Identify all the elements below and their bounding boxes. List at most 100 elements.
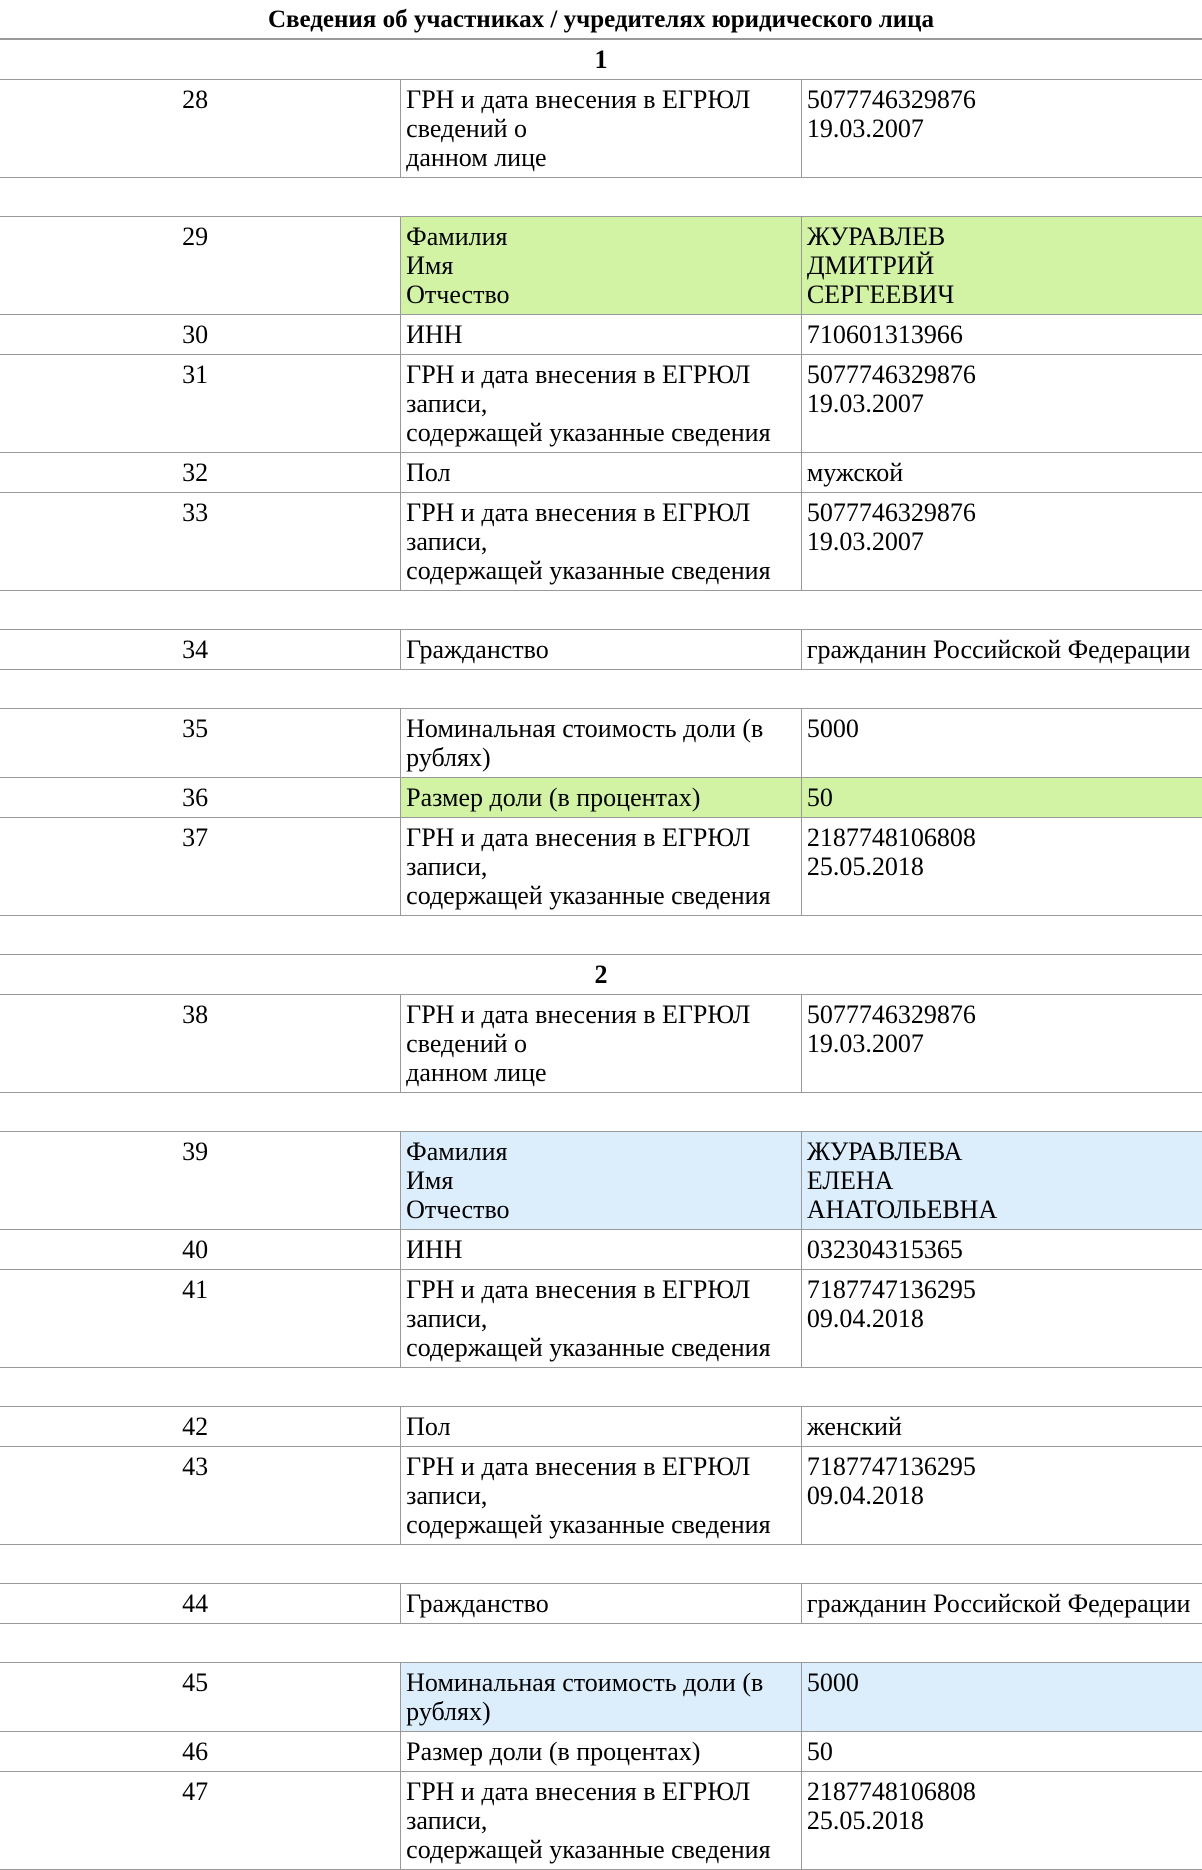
label-line: содержащей указанные сведения: [406, 1333, 771, 1362]
value-line: 19.03.2007: [806, 527, 924, 556]
field-value: 2187748106808 25.05.2018: [800, 1771, 1202, 1870]
row-number: 31: [0, 354, 401, 453]
field-value: 5077746329876 19.03.2007: [800, 79, 1202, 178]
row-number: 37: [0, 817, 401, 916]
data-row: 42 Пол женский: [0, 1406, 1202, 1447]
row-number: 30: [0, 314, 401, 355]
value-line: 032304315365: [806, 1235, 963, 1264]
row-number: 44: [0, 1583, 401, 1624]
data-row: 32 Пол мужской: [0, 452, 1202, 493]
value-line: 7187747136295: [806, 1452, 976, 1481]
label-line: содержащей указанные сведения: [406, 556, 771, 585]
data-row: 46 Размер доли (в процентах) 50: [0, 1731, 1202, 1772]
section-header: 1: [0, 39, 1202, 80]
data-row: 40 ИНН 032304315365: [0, 1229, 1202, 1270]
value-line: гражданин Российской Федерации: [806, 1589, 1191, 1618]
field-label: ГРН и дата внесения в ЕГРЮЛ сведений о да…: [400, 79, 802, 178]
field-label: ГРН и дата внесения в ЕГРЮЛ записи, содер…: [400, 492, 802, 591]
row-number: 40: [0, 1229, 401, 1270]
row-number: 28: [0, 79, 401, 178]
value-line: АНАТОЛЬЕВНА: [806, 1195, 998, 1224]
field-label: Пол: [400, 1406, 802, 1447]
field-value: ЖУРАВЛЕВА ЕЛЕНА АНАТОЛЬЕВНА: [800, 1131, 1202, 1230]
label-line: ИНН: [406, 320, 463, 349]
row-number: 38: [0, 994, 401, 1093]
data-row: 47 ГРН и дата внесения в ЕГРЮЛ записи, сод…: [0, 1771, 1202, 1870]
label-line: Отчество: [406, 280, 510, 309]
value-line: 09.04.2018: [806, 1304, 924, 1333]
field-label: Размер доли (в процентах): [400, 777, 802, 818]
field-label: ГРН и дата внесения в ЕГРЮЛ записи, содер…: [400, 1446, 802, 1545]
field-value: 7187747136295 09.04.2018: [800, 1269, 1202, 1368]
spacer-cell: [0, 1623, 1202, 1663]
spacer-row: [0, 1367, 1202, 1407]
label-line: Имя: [406, 1166, 454, 1195]
field-value: 7187747136295 09.04.2018: [800, 1446, 1202, 1545]
field-value: 5077746329876 19.03.2007: [800, 354, 1202, 453]
value-line: 19.03.2007: [806, 114, 924, 143]
row-number: 36: [0, 777, 401, 818]
label-line: Размер доли (в процентах): [406, 783, 701, 812]
label-line: Гражданство: [406, 635, 549, 664]
page: {"header": {"title": "Сведения об участн…: [0, 6, 1202, 1870]
field-label: Гражданство: [400, 1583, 802, 1624]
spacer-cell: [0, 669, 1202, 709]
data-row: 28 ГРН и дата внесения в ЕГРЮЛ сведений о…: [0, 79, 1202, 178]
field-value: 5000: [800, 1662, 1202, 1732]
data-row: 36 Размер доли (в процентах) 50: [0, 777, 1202, 818]
field-label: Номинальная стоимость доли (в рублях): [400, 708, 802, 778]
field-label: Пол: [400, 452, 802, 493]
label-line: содержащей указанные сведения: [406, 1510, 771, 1539]
field-label: Гражданство: [400, 629, 802, 670]
field-value: мужской: [800, 452, 1202, 493]
value-line: 7187747136295: [806, 1275, 976, 1304]
spacer-cell: [0, 915, 1202, 955]
data-row: 45 Номинальная стоимость доли (в рублях) 5…: [0, 1662, 1202, 1732]
row-number: 34: [0, 629, 401, 670]
field-value: 710601313966: [800, 314, 1202, 355]
value-line: 5077746329876: [806, 85, 976, 114]
data-row: 29 Фамилия Имя Отчество ЖУРАВЛЕВ ДМИТРИЙ СЕРГЕ…: [0, 216, 1202, 315]
spacer-row: [0, 1623, 1202, 1663]
value-line: 2187748106808: [806, 823, 976, 852]
value-line: 25.05.2018: [806, 1806, 924, 1835]
label-line: Фамилия: [406, 1137, 508, 1166]
field-value: гражданин Российской Федерации: [800, 629, 1202, 670]
field-label: ГРН и дата внесения в ЕГРЮЛ записи, содер…: [400, 1771, 802, 1870]
row-number: 47: [0, 1771, 401, 1870]
spacer-row: [0, 1092, 1202, 1132]
label-line: Гражданство: [406, 1589, 549, 1618]
row-number: 41: [0, 1269, 401, 1368]
value-line: 5000: [806, 1668, 859, 1697]
spacer-cell: [0, 1367, 1202, 1407]
label-line: ГРН и дата внесения в ЕГРЮЛ сведений о: [406, 85, 751, 143]
spacer-cell: [0, 1544, 1202, 1584]
row-number: 33: [0, 492, 401, 591]
value-line: 19.03.2007: [806, 389, 924, 418]
label-line: Номинальная стоимость доли (в рублях): [406, 1668, 764, 1726]
label-line: ГРН и дата внесения в ЕГРЮЛ записи,: [406, 1777, 751, 1835]
label-line: Имя: [406, 251, 454, 280]
row-number: 29: [0, 216, 401, 315]
field-value: 5000: [800, 708, 1202, 778]
spacer-row: [0, 590, 1202, 630]
field-value: 50: [800, 777, 1202, 818]
spacer-row: [0, 669, 1202, 709]
value-line: 2187748106808: [806, 1777, 976, 1806]
value-line: 25.05.2018: [806, 852, 924, 881]
value-line: 50: [806, 783, 833, 812]
label-line: ИНН: [406, 1235, 463, 1264]
value-line: ЖУРАВЛЕВА: [806, 1137, 963, 1166]
field-value: гражданин Российской Федерации: [800, 1583, 1202, 1624]
value-line: ЖУРАВЛЕВ: [806, 222, 946, 251]
data-row: 31 ГРН и дата внесения в ЕГРЮЛ записи, сод…: [0, 354, 1202, 453]
field-label: ИНН: [400, 1229, 802, 1270]
field-label: Фамилия Имя Отчество: [400, 216, 802, 315]
field-value: 032304315365: [800, 1229, 1202, 1270]
label-line: данном лице: [406, 1058, 547, 1087]
value-line: 710601313966: [806, 320, 963, 349]
label-line: данном лице: [406, 143, 547, 172]
label-line: ГРН и дата внесения в ЕГРЮЛ записи,: [406, 823, 751, 881]
row-number: 45: [0, 1662, 401, 1732]
value-line: СЕРГЕЕВИЧ: [806, 280, 955, 309]
